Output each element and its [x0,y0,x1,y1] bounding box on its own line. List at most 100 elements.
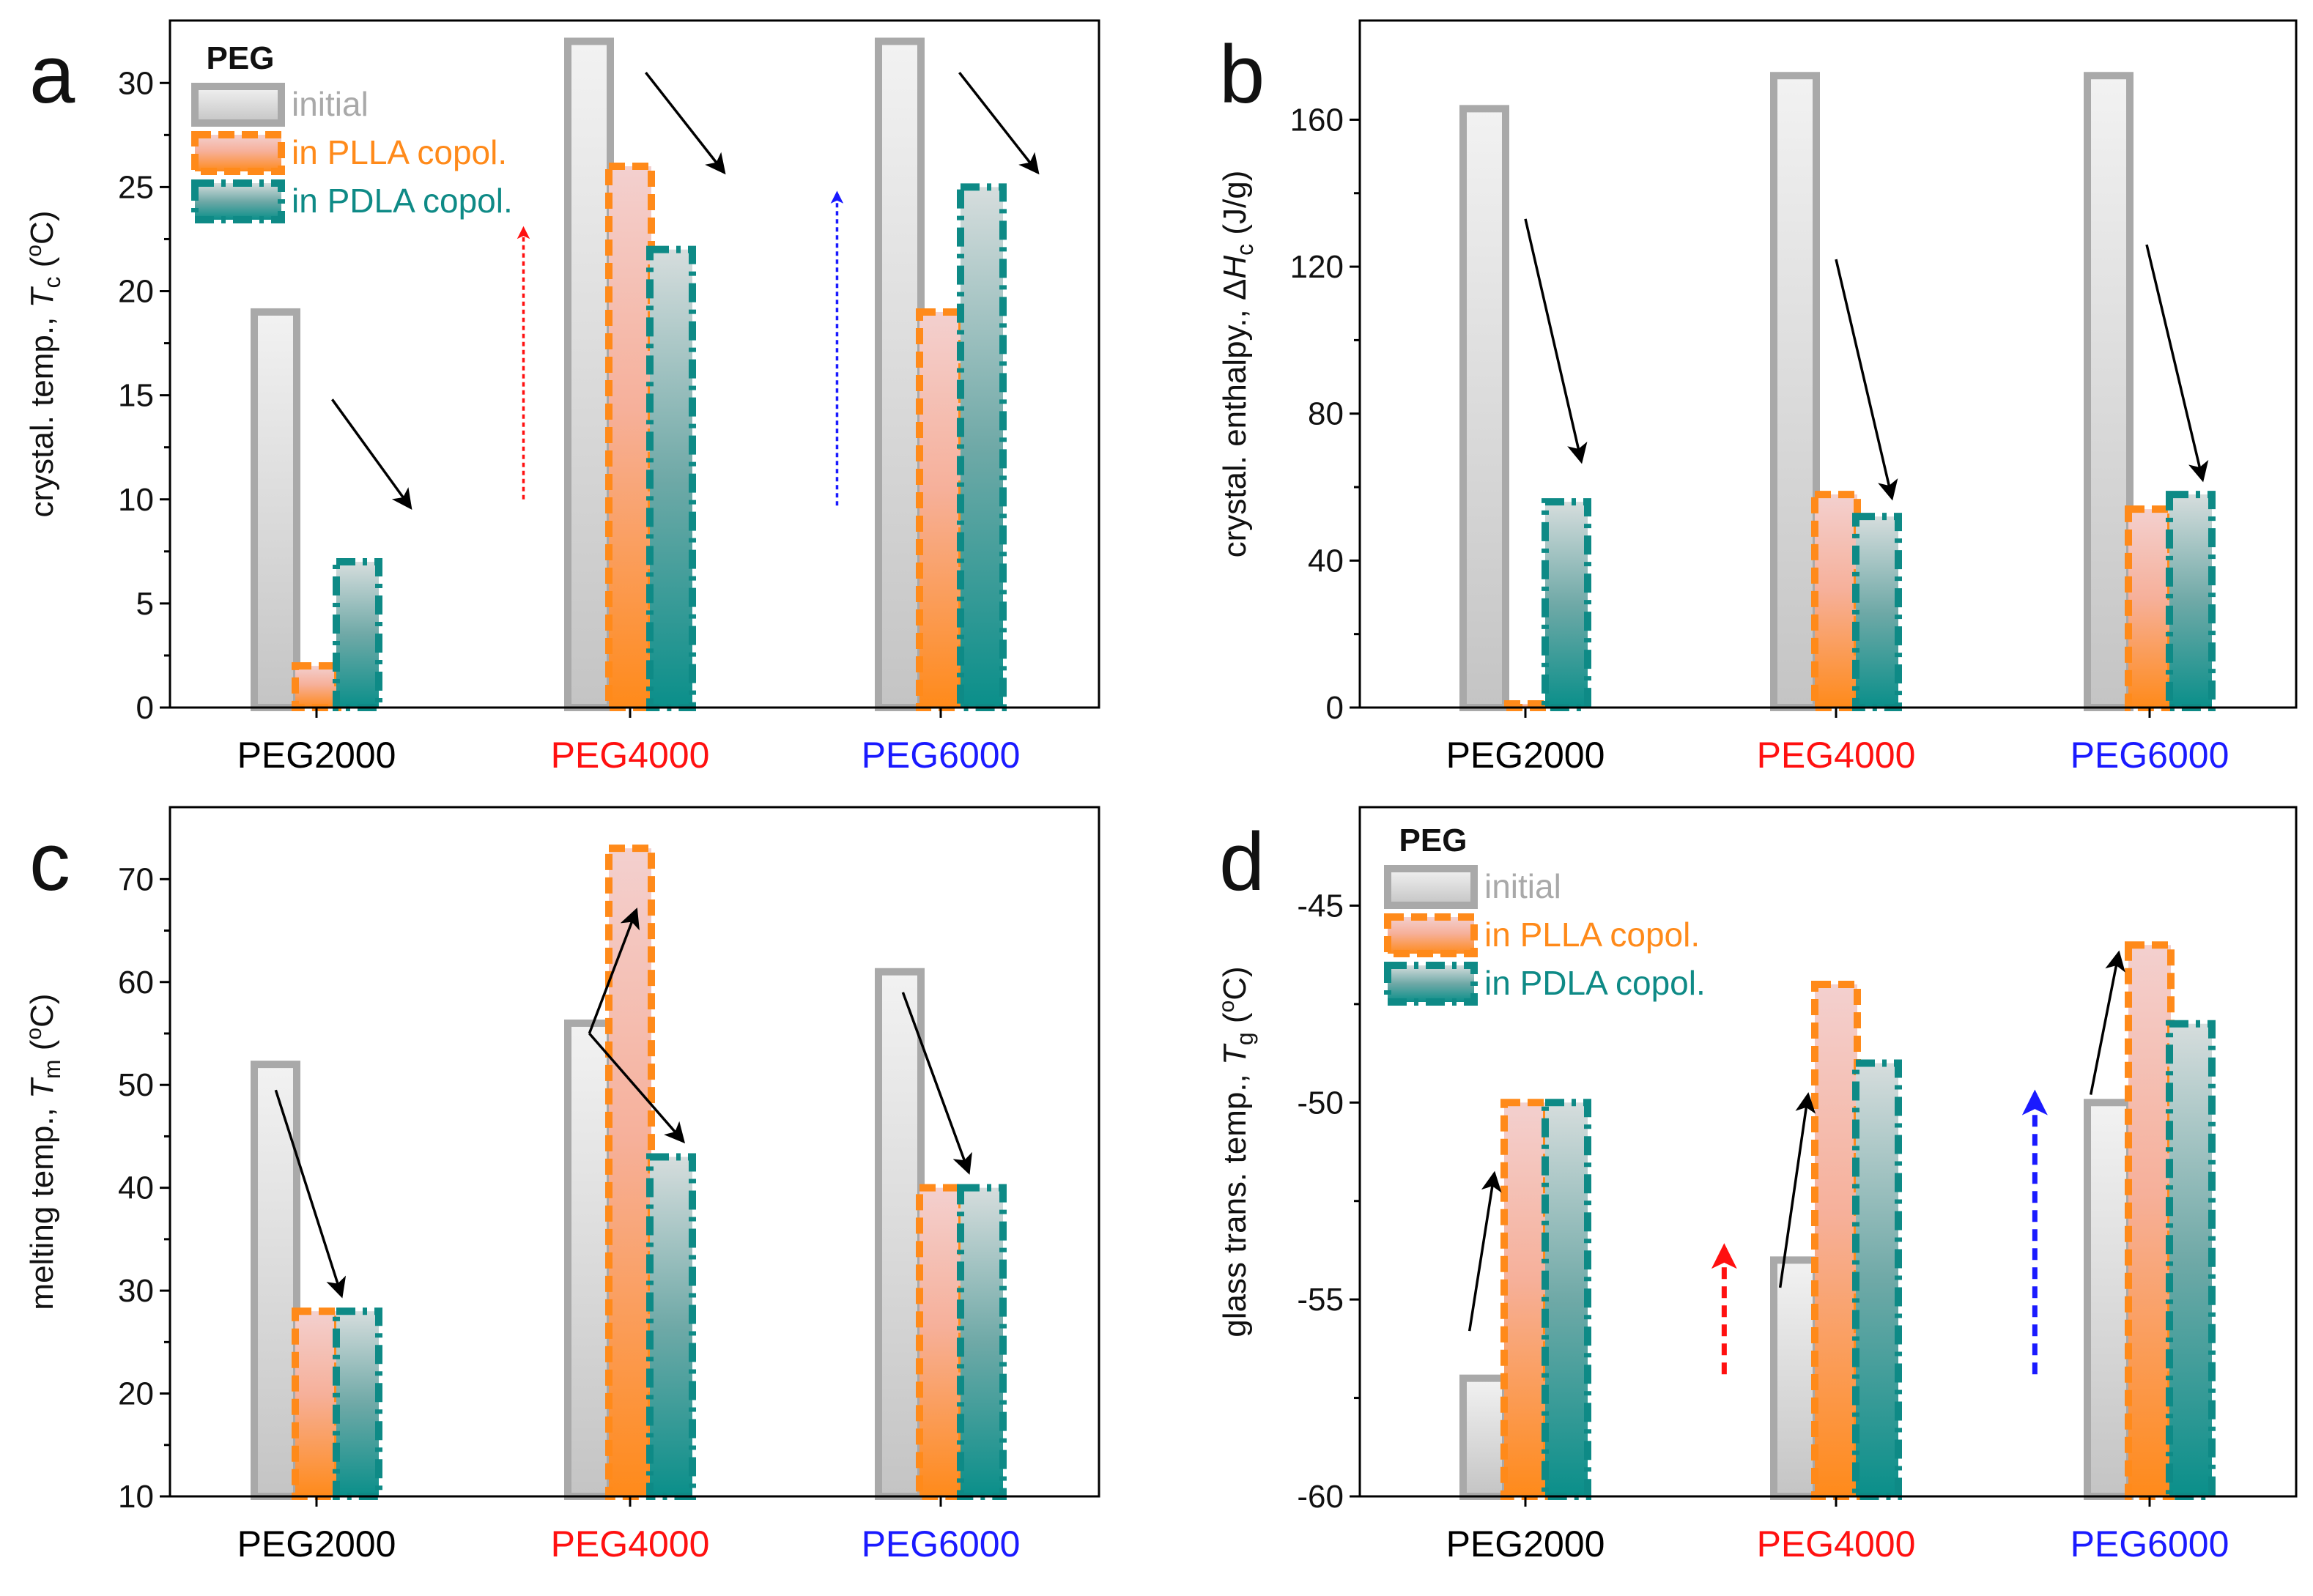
y-tick-label: 160 [1290,102,1344,138]
bar-pdla-copol-peg2000 [1542,498,1591,712]
bar-initial-peg6000 [875,37,925,711]
bar-plla-copol-peg4000 [605,845,655,1500]
x-tick-label-peg2000: PEG2000 [237,1523,396,1565]
bar-pdla-copol-peg4000 [646,1153,696,1500]
y-tick-label: 60 [118,965,154,1001]
x-tick-label-peg6000: PEG6000 [2070,735,2229,776]
y-axis-title: crystal. enthalpy., ΔHc (J/g) [1217,171,1258,558]
y-tick-label: 50 [118,1067,154,1103]
y-tick-label: 10 [118,482,154,518]
bar-plla-copol-peg2000 [1500,699,1550,711]
bar-pdla-copol-peg2000 [333,558,382,711]
y-tick-label: 15 [118,378,154,414]
bar-pdla-copol-peg4000 [1852,513,1902,711]
x-tick-label-peg4000: PEG4000 [551,735,710,776]
annotation-arrow [2089,950,2125,1095]
bar-pdla-copol-peg4000 [646,245,696,711]
bar-initial-peg2000 [1459,105,1509,712]
panel-letter: d [1219,816,1265,908]
y-tick-label: 40 [1308,543,1344,579]
y-tick-label: 0 [136,690,154,726]
y-axis-title: glass trans. temp., Tg (oC) [1215,966,1258,1337]
legend-label: in PLLA copol. [1484,916,1700,954]
annotation-arrow [645,71,726,175]
bar-plla-copol-peg6000 [2125,941,2175,1500]
y-tick-label: 30 [118,1273,154,1309]
bar-plla-copol-peg6000 [2125,505,2175,711]
panel-d: -60 -55 -50 -45 PEG2000 PEG4000 PEG6000 glass t… [1215,806,2298,1565]
legend-swatch-plla [191,131,285,175]
legend-label: in PDLA copol. [292,182,513,220]
annotation-arrow [1468,1170,1502,1332]
bar-initial-peg4000 [564,1019,614,1500]
legend-title: PEG [207,40,275,76]
plot-frame [1358,806,2298,1498]
annotation-arrow [588,908,640,1034]
y-tick-label: -50 [1297,1085,1344,1121]
legend: PEG initial in PLLA copol. in PDLA copol. [191,40,513,223]
y-tick-label: 20 [118,274,154,310]
panel-letter: c [29,816,70,908]
y-axis-title: melting temp., Tm (oC) [22,993,65,1310]
annotation-arrow [958,71,1040,175]
y-tick-label: 0 [1326,690,1344,726]
x-tick-label-peg2000: PEG2000 [237,735,396,776]
y-tick-label: 80 [1308,396,1344,432]
panel-c: 10 20 30 40 50 60 70 PEG2000 PEG4000 PEG6000 melti… [22,806,1100,1565]
bar-pdla-copol-peg2000 [1542,1099,1591,1501]
y-tick-label: -55 [1297,1282,1344,1318]
x-tick-label-peg4000: PEG4000 [1757,1523,1916,1565]
bar-initial-peg2000 [1459,1374,1509,1500]
legend-label: initial [292,85,369,123]
annotation-arrow [2145,244,2209,483]
y-tick-label: 40 [118,1170,154,1206]
y-tick-label: 70 [118,861,154,897]
legend-swatch-pdla [1384,962,1478,1006]
legend: PEG initial in PLLA copol. in PDLA copol. [1384,823,1706,1006]
bar-plla-copol-peg6000 [916,1184,966,1501]
y-tick-label: 20 [118,1376,154,1412]
bar-initial-peg2000 [251,308,300,711]
plot-frame [1358,19,2298,709]
bar-plla-copol-peg2000 [292,662,341,711]
bar-pdla-copol-peg2000 [333,1307,382,1500]
annotation-arrow [1524,218,1588,464]
legend-title: PEG [1399,823,1468,858]
bar-pdla-copol-peg6000 [957,183,1007,712]
bar-pdla-copol-peg6000 [2166,1020,2216,1500]
bar-plla-copol-peg4000 [605,162,655,711]
panel-letter: a [29,29,75,120]
y-axis-title: crystal. temp., Tc (oC) [22,211,65,518]
annotation-arrow [901,992,972,1175]
y-tick-label: 30 [118,65,154,101]
legend-swatch-plla [1384,913,1478,957]
plot-frame [169,806,1100,1498]
legend-swatch-initial [1384,865,1478,909]
annotation-arrow [588,1032,686,1144]
annotation-arrow [1778,1092,1816,1288]
x-tick-label-peg4000: PEG4000 [1757,735,1916,776]
y-tick-label: -60 [1297,1479,1344,1515]
legend-label: initial [1484,867,1561,905]
bar-plla-copol-peg6000 [916,308,966,711]
annotation-arrow [274,1089,347,1299]
bar-plla-copol-peg2000 [292,1307,341,1500]
bar-pdla-copol-peg4000 [1852,1059,1902,1500]
x-tick-label-peg6000: PEG6000 [2070,1523,2229,1565]
bar-initial-peg4000 [564,37,614,711]
legend-label: in PDLA copol. [1484,964,1706,1002]
bar-initial-peg6000 [2084,1099,2133,1501]
y-tick-label: 10 [118,1479,154,1515]
panel-b: 0 40 80 120 160 PEG2000 PEG4000 PEG6000 crystal.… [1217,19,2298,776]
annotation-arrow [1835,259,1898,501]
x-tick-label-peg2000: PEG2000 [1446,1523,1605,1565]
y-tick-label: 25 [118,169,154,205]
x-tick-label-peg4000: PEG4000 [551,1523,710,1565]
bar-plla-copol-peg4000 [1811,491,1861,711]
bar-initial-peg6000 [875,968,925,1500]
bar-plla-copol-peg2000 [1500,1099,1550,1501]
x-tick-label-peg6000: PEG6000 [862,1523,1021,1565]
legend-swatch-pdla [191,179,285,223]
bar-initial-peg4000 [1770,72,1820,711]
